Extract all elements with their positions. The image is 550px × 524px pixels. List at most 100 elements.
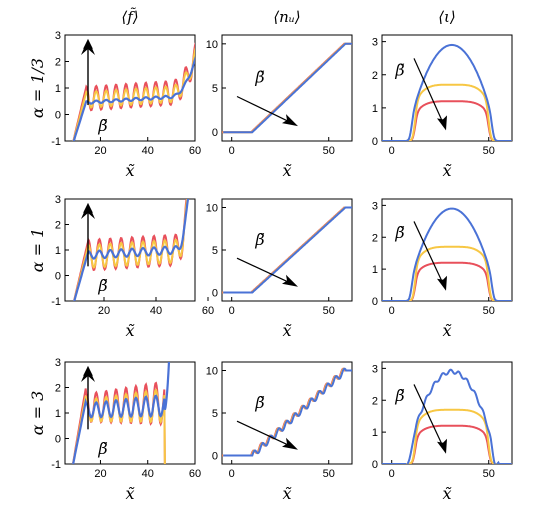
beta-arrow [236, 95, 295, 125]
panel-n-1: 0 5 10 0 50 x̃ β̃ [206, 34, 353, 180]
x-axis-label: x̃ [125, 484, 134, 503]
panel-n-3: 0 5 10 0 50 x̃ β̃ [206, 361, 353, 503]
beta-label: β̃ [394, 223, 404, 242]
x-tick-label: 0 [389, 145, 395, 157]
x-axis-label: x̃ [125, 161, 134, 180]
row-label-1: α = 1/3 [28, 58, 47, 118]
y-tick-label: 1 [55, 408, 61, 420]
y-tick-label: 5 [212, 83, 218, 95]
x-axis-label: x̃ [442, 321, 451, 340]
y-tick-label: 3 [372, 363, 378, 375]
x-tick-label: 20 [94, 468, 106, 480]
beta-label: β̃ [254, 68, 264, 87]
x-axis-label: x̃ [442, 161, 451, 180]
beta-arrow-head [81, 203, 95, 219]
x-axis-label: x̃ [125, 321, 134, 340]
series-line-3 [72, 56, 195, 141]
lines [382, 368, 512, 464]
y-tick-label: 3 [372, 37, 378, 49]
y-tick-label: 10 [206, 39, 218, 51]
beta-arrow-head [81, 366, 95, 382]
x-tick-label: 0 [389, 468, 395, 480]
x-tick-label: 50 [323, 145, 335, 157]
y-tick-label: 10 [206, 366, 218, 378]
series-line-3 [382, 368, 512, 464]
y-tick-label: 3 [55, 30, 61, 42]
y-tick-label: 0 [212, 127, 218, 139]
x-tick-label: 0 [389, 305, 395, 317]
beta-label: β̃ [254, 393, 264, 412]
y-tick-label: 1 [372, 264, 378, 276]
y-tick-label: 0 [372, 459, 378, 471]
y-tick-label: 2 [372, 70, 378, 82]
series-line-2 [73, 199, 189, 301]
x-tick-label: 0 [229, 468, 235, 480]
panel-frame [221, 361, 353, 465]
column-title-1: ⟨f̃⟩ [121, 8, 138, 26]
x-tick-label: 40 [142, 468, 154, 480]
x-axis-label: x̃ [282, 161, 291, 180]
lines [382, 207, 512, 301]
y-tick-label: 0 [55, 110, 61, 122]
beta-arrow-head [282, 437, 298, 450]
x-tick-label: 50 [483, 305, 495, 317]
series-line-3 [72, 362, 171, 464]
x-tick-label: 50 [323, 468, 335, 480]
y-tick-label: 5 [212, 245, 218, 257]
y-tick-label: 2 [55, 57, 61, 69]
series-line-2 [382, 83, 512, 141]
x-tick-label: 40 [142, 145, 154, 157]
y-tick-label: 0 [372, 136, 378, 148]
x-axis-label: x̃ [442, 484, 451, 503]
series-line-3 [223, 206, 352, 294]
y-tick-label: 2 [372, 232, 378, 244]
y-tick-label: 0 [55, 434, 61, 446]
row-label-3: α = 3 [28, 391, 47, 436]
beta-label: β̃ [394, 386, 404, 405]
panel-i-3: 0 1 2 3 0 50 x̃ β̃ [372, 361, 513, 503]
x-tick-label: 20 [94, 145, 106, 157]
x-axis-label: x̃ [282, 321, 291, 340]
series-line-1 [72, 199, 188, 301]
column-title-2: ⟨nᵤ⟩ [273, 8, 300, 26]
x-tick-label: 0 [229, 145, 235, 157]
beta-arrow [236, 257, 295, 286]
x-tick-label: 60 [202, 305, 214, 317]
beta-arrow [413, 384, 445, 449]
series-line-3 [223, 42, 352, 134]
y-tick-label: 1 [372, 427, 378, 439]
y-tick-label: 0 [372, 296, 378, 308]
y-tick-label: 10 [206, 203, 218, 215]
y-tick-label: 1 [55, 83, 61, 95]
panel-frame [381, 198, 513, 302]
y-tick-label: 2 [55, 220, 61, 232]
panel-i-2: 0 1 2 3 0 50 x̃ β̃ [372, 198, 513, 340]
x-tick-label: 60 [189, 468, 201, 480]
x-tick-label: 50 [483, 145, 495, 157]
series-line-2 [382, 408, 512, 464]
panel-i-1: 0 1 2 3 0 50 x̃ β̃ [372, 34, 513, 180]
y-tick-label: 0 [212, 451, 218, 463]
series-line-3 [73, 199, 190, 301]
column-title-3: ⟨ι⟩ [438, 8, 456, 26]
x-tick-label: 40 [150, 305, 162, 317]
beta-arrow [413, 221, 445, 286]
series-line-3 [382, 43, 512, 141]
beta-label: β̃ [394, 60, 404, 79]
beta-arrow-head [437, 115, 447, 131]
y-tick-label: 3 [55, 357, 61, 369]
panel-frame [381, 34, 513, 142]
x-tick-label: 20 [98, 305, 110, 317]
lines [382, 43, 512, 141]
lines [72, 42, 195, 141]
row-label-2: α = 1 [28, 228, 47, 273]
y-tick-label: 2 [55, 383, 61, 395]
beta-arrow [413, 58, 445, 126]
x-tick-label: 50 [483, 468, 495, 480]
beta-arrow-head [282, 274, 298, 287]
y-tick-label: 2 [372, 395, 378, 407]
panel-f-1: -1 0 1 2 3 20 40 60 x̃ β̃ [51, 30, 201, 180]
y-tick-label: 1 [372, 103, 378, 115]
